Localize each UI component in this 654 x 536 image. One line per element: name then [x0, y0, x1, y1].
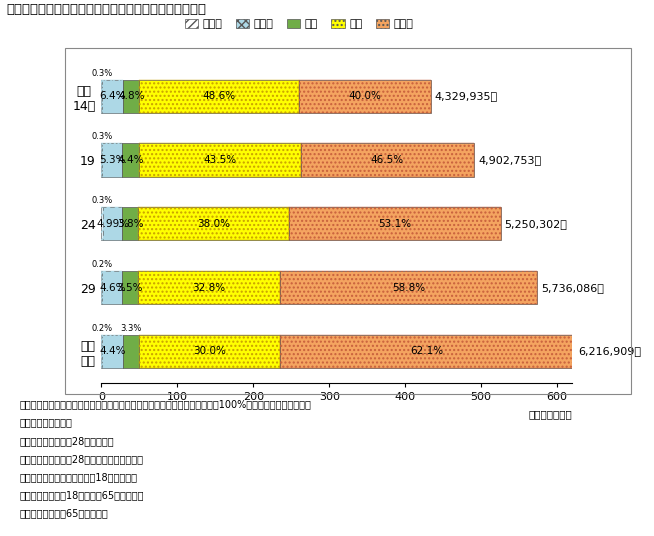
Bar — [122, 144, 139, 176]
Bar — [103, 80, 124, 113]
Text: 43.5%: 43.5% — [203, 155, 236, 165]
Text: 0.2%: 0.2% — [92, 324, 112, 333]
Bar — [299, 80, 430, 113]
Bar — [101, 80, 103, 113]
Bar — [281, 335, 574, 368]
Text: 4.6%: 4.6% — [99, 282, 126, 293]
Bar — [102, 335, 123, 368]
Bar — [137, 271, 281, 304]
Text: 3.3%: 3.3% — [120, 324, 141, 333]
Text: １　割合の算出に当たっては、端数処理（四捨五入）のため、割合の合計は100%にならない場合がある。: １ 割合の算出に当たっては、端数処理（四捨五入）のため、割合の合計は100%にな… — [20, 399, 311, 410]
Bar — [101, 80, 103, 113]
Bar — [101, 207, 103, 240]
Text: 0.3%: 0.3% — [92, 132, 112, 142]
Text: 図８　年齢区分別の搬送人員と構成比の５年ごとの推移: 図８ 年齢区分別の搬送人員と構成比の５年ごとの推移 — [7, 3, 207, 16]
Text: 少　年：満７歳以上満18歳未満の者: 少 年：満７歳以上満18歳未満の者 — [20, 472, 137, 482]
Bar — [139, 80, 299, 113]
Bar — [289, 207, 501, 240]
Text: 4.8%: 4.8% — [118, 91, 145, 101]
Bar — [124, 80, 139, 113]
Text: ２　年齢区分の定義: ２ 年齢区分の定義 — [20, 418, 73, 428]
Text: 4.4%: 4.4% — [117, 155, 144, 165]
Text: 3.8%: 3.8% — [117, 219, 143, 229]
Bar — [122, 271, 137, 304]
Bar — [139, 335, 281, 368]
Bar — [139, 335, 281, 368]
Text: 4.99%: 4.99% — [96, 219, 129, 229]
Text: 46.5%: 46.5% — [371, 155, 404, 165]
Bar — [101, 271, 102, 304]
Bar — [139, 144, 301, 176]
Bar — [301, 144, 473, 176]
Bar — [101, 207, 103, 240]
Bar — [102, 335, 123, 368]
Text: 5,736,086人: 5,736,086人 — [542, 282, 604, 293]
Text: 6,216,909人: 6,216,909人 — [578, 346, 641, 356]
Text: 新生児：生後28日未満の者: 新生児：生後28日未満の者 — [20, 436, 114, 446]
Text: 53.1%: 53.1% — [379, 219, 411, 229]
Text: 6.4%: 6.4% — [99, 91, 126, 101]
Text: 乳幼児：生後28日以上満７歳未満の者: 乳幼児：生後28日以上満７歳未満の者 — [20, 454, 144, 464]
Bar — [289, 207, 501, 240]
Text: 成　人：満18歳以上満65歳未満の者: 成 人：満18歳以上満65歳未満の者 — [20, 490, 144, 501]
Text: 30.0%: 30.0% — [193, 346, 226, 356]
Bar — [122, 207, 137, 240]
Text: 4,902,753人: 4,902,753人 — [478, 155, 542, 165]
Bar — [101, 335, 102, 368]
Bar — [281, 335, 574, 368]
Bar — [281, 271, 536, 304]
Bar — [101, 144, 103, 176]
Bar — [101, 144, 103, 176]
Text: 62.1%: 62.1% — [410, 346, 443, 356]
Bar — [102, 271, 122, 304]
Bar — [137, 207, 289, 240]
Bar — [101, 271, 102, 304]
Text: 0.2%: 0.2% — [92, 260, 112, 269]
Bar — [123, 335, 139, 368]
Bar — [103, 207, 122, 240]
Bar — [137, 207, 289, 240]
Text: 3.5%: 3.5% — [116, 282, 143, 293]
Text: 0.3%: 0.3% — [92, 196, 112, 205]
Text: 32.8%: 32.8% — [192, 282, 226, 293]
Text: 48.6%: 48.6% — [203, 91, 235, 101]
Bar — [137, 271, 281, 304]
Bar — [103, 80, 124, 113]
Text: 高齢者：満65歳以上の者: 高齢者：満65歳以上の者 — [20, 509, 109, 519]
Text: 58.8%: 58.8% — [392, 282, 425, 293]
Bar — [301, 144, 473, 176]
Text: 5,250,302人: 5,250,302人 — [505, 219, 568, 229]
Text: 40.0%: 40.0% — [349, 91, 381, 101]
Bar — [139, 144, 301, 176]
Bar — [281, 271, 536, 304]
Legend: 新生児, 乳幼児, 少年, 成人, 高齢者: 新生児, 乳幼児, 少年, 成人, 高齢者 — [181, 14, 418, 34]
Bar — [139, 80, 299, 113]
Text: 38.0%: 38.0% — [197, 219, 230, 229]
Text: （単位：万人）: （単位：万人） — [528, 409, 572, 419]
Text: 5.3%: 5.3% — [99, 155, 126, 165]
Text: 0.3%: 0.3% — [92, 69, 112, 78]
Text: 4.4%: 4.4% — [99, 346, 126, 356]
Text: 4,329,935人: 4,329,935人 — [435, 91, 498, 101]
Bar — [103, 144, 122, 176]
Bar — [103, 144, 122, 176]
Bar — [101, 335, 102, 368]
Bar — [299, 80, 430, 113]
Bar — [102, 271, 122, 304]
Bar — [103, 207, 122, 240]
